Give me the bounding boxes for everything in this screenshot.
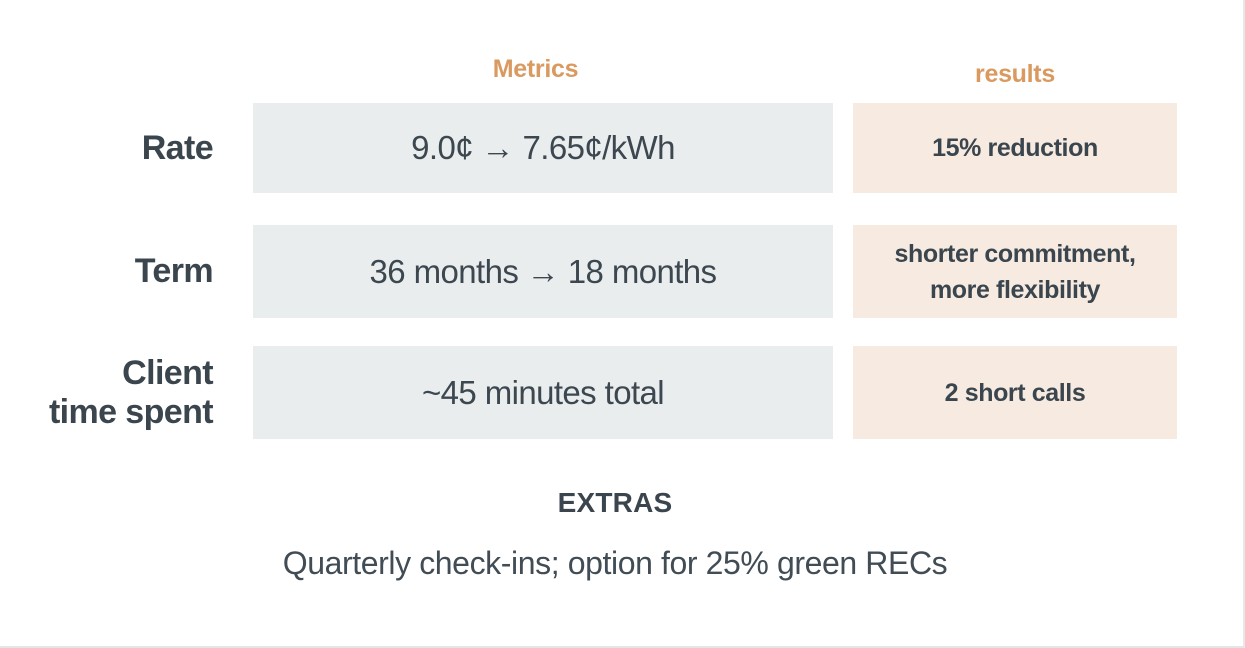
extras-note: Quarterly check-ins; option for 25% gree… <box>282 545 948 581</box>
row-label-rate: Rate <box>141 128 214 167</box>
result-cell-rate: 15% reduction <box>853 103 1177 193</box>
result-cell-term: shorter commitment, more flexibility <box>853 225 1177 318</box>
extras-title: EXTRAS <box>557 487 673 518</box>
results-column-header: results <box>975 60 1055 88</box>
metrics-column-header: Metrics <box>492 55 579 83</box>
row-label-client-time-spent: Client time spent <box>48 353 214 431</box>
metric-cell-client-time-spent: ~45 minutes total <box>253 346 833 439</box>
row-label-term: Term <box>134 252 214 290</box>
metric-cell-rate: 9.0¢ → 7.65¢/kWh <box>253 103 833 193</box>
metric-cell-term: 36 months → 18 months <box>253 225 833 318</box>
result-cell-client-time-spent: 2 short calls <box>853 346 1177 439</box>
